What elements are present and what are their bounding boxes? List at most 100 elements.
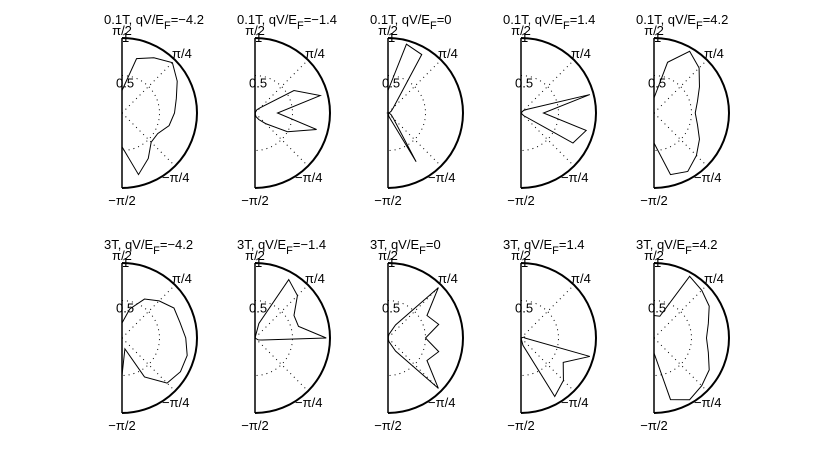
theta-tick-label: π/2 [644,248,664,263]
polar-outline [653,262,730,414]
grid-ray [520,337,575,392]
curve [386,43,423,162]
curve [520,94,591,144]
curve [121,298,188,384]
theta-tick-label: −π/2 [640,418,667,433]
subplot-title: 0.1T, qV/EF=−1.4 [237,12,337,32]
theta-tick-label: π/2 [112,248,132,263]
title-part: F [430,20,437,32]
polar-outline [653,37,730,189]
title-part: 3T, qV/E [237,237,286,252]
theta-tick-label: −π/2 [640,193,667,208]
theta-tick-label: −π/4 [428,170,455,185]
r-tick-label: 1 [255,30,262,45]
polar-outline [520,262,597,414]
title-part: 3T, qV/E [370,237,419,252]
curve [520,336,590,398]
curve [254,278,327,341]
title-part: =0 [426,237,441,252]
curve [653,275,710,401]
curve [121,57,178,176]
theta-tick-label: π/4 [438,46,458,61]
title-part: =1.4 [570,12,596,27]
r-tick-label: 1 [654,30,661,45]
title-part: 0.1T, qV/E [370,12,430,27]
theta-tick-label: −π/2 [108,193,135,208]
polar-outline [387,37,464,189]
r-tick-label: 0.5 [515,301,533,316]
subplot-title: 3T, qV/EF=1.4 [503,237,585,257]
title-part: F [552,245,559,257]
grid-ray [254,112,309,167]
theta-tick-label: −π/4 [162,395,189,410]
r-tick-label: 0.5 [249,301,267,316]
subplot-title: 3T, qV/EF=0 [370,237,441,257]
theta-tick-label: π/4 [172,46,192,61]
theta-tick-label: π/2 [511,248,531,263]
theta-tick-label: π/4 [305,271,325,286]
theta-tick-label: π/2 [511,23,531,38]
curve [653,50,700,176]
theta-tick-label: −π/2 [241,418,268,433]
title-part: 0.1T, qV/E [237,12,297,27]
subplot-title: 0.1T, qV/EF=−4.2 [104,12,204,32]
r-tick-label: 1 [654,255,661,270]
theta-tick-label: −π/4 [694,395,721,410]
theta-tick-label: π/4 [172,271,192,286]
theta-tick-label: π/2 [644,23,664,38]
theta-tick-label: −π/4 [162,170,189,185]
theta-tick-label: −π/4 [428,395,455,410]
polar-outline [387,262,464,414]
r-tick-label: 1 [521,30,528,45]
polar-outline [121,37,198,189]
theta-tick-label: −π/4 [561,170,588,185]
r-tick-label: 1 [388,30,395,45]
theta-tick-label: −π/4 [561,395,588,410]
title-part: 0.1T, qV/E [503,12,563,27]
title-part: F [685,245,692,257]
subplot-title: 0.1T, qV/EF=4.2 [636,12,728,32]
title-part: =4.2 [692,237,718,252]
title-part: F [297,20,304,32]
theta-tick-label: −π/2 [374,418,401,433]
subplot-title: 3T, qV/EF=−1.4 [237,237,326,257]
theta-tick-label: π/4 [704,271,724,286]
theta-tick-label: π/4 [305,46,325,61]
theta-tick-label: π/2 [112,23,132,38]
theta-tick-label: π/2 [245,23,265,38]
title-part: F [286,245,293,257]
grid-ray [254,337,309,392]
theta-tick-label: −π/2 [507,193,534,208]
title-part: 0.1T, qV/E [636,12,696,27]
r-tick-label: 1 [255,255,262,270]
title-part: F [153,245,160,257]
title-part: =4.2 [703,12,729,27]
polar-outline [121,262,198,414]
theta-tick-label: −π/4 [295,395,322,410]
title-part: F [164,20,171,32]
theta-tick-label: −π/4 [295,170,322,185]
theta-tick-label: −π/2 [108,418,135,433]
curve [387,287,440,389]
subplot-title: 3T, qV/EF=−4.2 [104,237,193,257]
curve [254,89,322,133]
title-part: =1.4 [559,237,585,252]
title-part: 3T, qV/E [503,237,552,252]
theta-tick-label: π/2 [378,248,398,263]
theta-tick-label: −π/2 [507,418,534,433]
theta-tick-label: π/4 [704,46,724,61]
title-part: 3T, qV/E [104,237,153,252]
r-tick-label: 0.5 [648,301,666,316]
subplot-title: 0.1T, qV/EF=0 [370,12,452,32]
subplot-title: 0.1T, qV/EF=1.4 [503,12,595,32]
r-tick-label: 0.5 [116,301,134,316]
title-part: 3T, qV/E [636,237,685,252]
polar-outline [254,37,331,189]
polar-outline [520,37,597,189]
theta-tick-label: −π/2 [374,193,401,208]
title-part: =−1.4 [293,237,326,252]
title-part: =−4.2 [171,12,204,27]
title-part: =−4.2 [160,237,193,252]
title-part: F [419,245,426,257]
